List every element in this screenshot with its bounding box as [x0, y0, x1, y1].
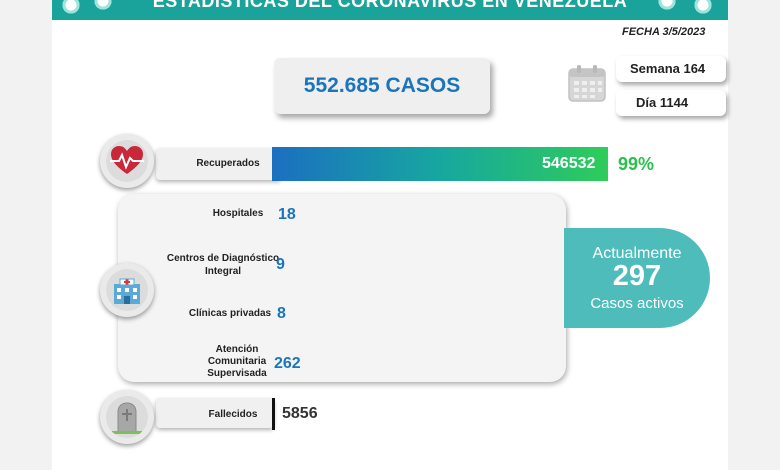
active-cases-line1: Actualmente — [592, 245, 682, 262]
hospitals-label: Hospitales — [212, 208, 264, 219]
recovered-label: Recuperados — [196, 158, 260, 169]
recovered-percent: 99% — [618, 154, 655, 174]
deaths-icon-circle — [100, 390, 154, 444]
report-date: FECHA 3/5/2023 — [622, 26, 706, 38]
cdi-label: Centros de Diagnóstico Integral — [166, 253, 280, 277]
week-counter: Semana 164 — [616, 56, 726, 82]
infographic-card: ESTADÍSTICAS DEL CORONAVIRUS EN VENEZUEL… — [52, 0, 728, 470]
community-care-value: 262 — [274, 355, 301, 372]
active-cases-line2: Casos activos — [590, 295, 684, 312]
private-clinics-value: 8 — [277, 305, 286, 322]
cdi-value: 9 — [276, 256, 285, 273]
recovered-value: 546532 — [542, 155, 596, 172]
day-counter: Día 1144 — [616, 90, 726, 116]
virus-icon — [60, 0, 82, 16]
virus-icon — [656, 0, 678, 12]
active-cases-panel: Actualmente 297 Casos activos — [564, 228, 710, 328]
header-banner: ESTADÍSTICAS DEL CORONAVIRUS EN VENEZUEL… — [52, 0, 728, 20]
recovered-label-panel — [156, 148, 280, 180]
deaths-label-panel — [156, 398, 274, 428]
deaths-label: Fallecidos — [208, 409, 258, 420]
deaths-value: 5856 — [282, 405, 318, 422]
hospital-icon — [114, 278, 140, 304]
recovered-bar — [272, 147, 608, 181]
total-cases-box: 552.685 CASOS — [274, 58, 490, 114]
hospital-icon-circle — [100, 263, 154, 317]
virus-icon — [92, 0, 114, 12]
private-clinics-label: Clínicas privadas — [188, 308, 272, 319]
virus-icon — [692, 0, 714, 16]
active-cases-value: 297 — [612, 260, 662, 292]
hospitals-value: 18 — [278, 206, 296, 223]
calendar-icon — [568, 65, 606, 102]
tombstone-icon — [112, 402, 142, 434]
banner-title: ESTADÍSTICAS DEL CORONAVIRUS EN VENEZUEL… — [152, 0, 628, 11]
hospitalization-panel — [118, 194, 566, 382]
heart-pulse-icon — [110, 146, 144, 174]
deaths-bar — [272, 398, 275, 430]
recovered-icon-circle — [100, 134, 154, 188]
community-care-label: Atención Comunitaria Supervisada — [207, 344, 267, 379]
